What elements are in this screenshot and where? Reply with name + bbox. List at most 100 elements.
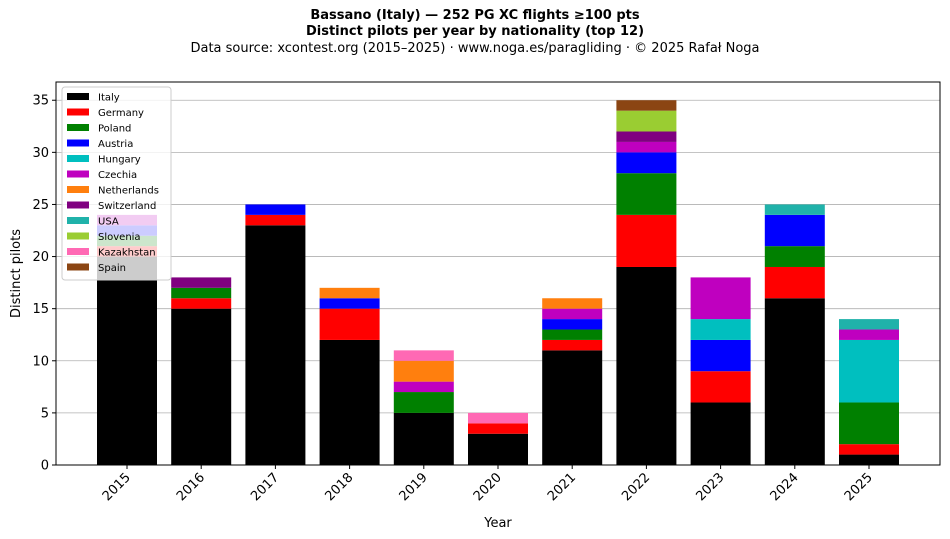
legend-box [61,86,172,281]
x-axis: 2015 2016 2017 2018 2019 2020 2021 2022 2023 2024… [100,465,876,504]
y-tick-label: 20 [32,250,49,265]
y-axis-label: Distinct pilots [9,229,24,318]
x-tick-label: 2021 [545,470,579,504]
x-tick-label: 2023 [693,470,727,504]
legend-swatch [67,124,89,131]
bar-segment [542,339,603,351]
bar-segment [764,298,825,465]
legend-swatch [67,217,89,224]
x-tick-label: 2022 [619,470,653,504]
bar-segment [616,214,677,267]
bar-segment [171,287,232,299]
bar-segment [393,412,454,465]
legend-swatch [67,139,89,147]
bar-segment [542,350,603,465]
x-tick-label: 2016 [174,470,208,504]
bar-segment [839,339,899,403]
bar-segment [839,329,899,340]
legend-label: Kazakhstan [98,248,156,259]
bar-segment [245,214,306,226]
bar-segment [839,402,899,445]
bar-segment [468,423,528,434]
chart-subtitle: Distinct pilots per year by nationality … [305,24,645,39]
legend-swatch [67,263,89,271]
bar-segment [319,298,380,309]
chart-titles: Bassano (Italy) — 252 PG XC flights ≥100… [0,8,950,57]
y-tick-label: 10 [32,354,49,369]
bar-segment [319,287,380,299]
bar-segment [542,329,603,340]
bar-segment [616,131,677,142]
bar-segment [542,308,603,320]
bar-segment [839,454,899,465]
bar-segment [393,350,454,361]
chart-source: Data source: xcontest.org (2015–2025) · … [190,41,760,56]
bar-segment [616,100,677,111]
legend-swatch [67,186,89,193]
bar-segment [690,339,751,372]
legend-label: Hungary [98,155,141,166]
legend-label: Italy [98,93,120,104]
y-tick-label: 35 [32,94,49,109]
bar-segment [839,444,899,455]
legend-swatch [67,248,89,255]
legend-swatch [67,155,89,162]
bar-segment [616,266,677,465]
legend-label: Switzerland [98,201,156,212]
bar-segment [690,319,751,340]
bars-layer [97,100,899,465]
legend-label: USA [98,217,119,228]
bar-segment [764,214,825,247]
x-tick-label: 2018 [322,470,356,504]
bar-segment [616,173,677,215]
legend-swatch [67,201,89,209]
y-tick-label: 30 [32,146,49,161]
legend: Italy Germany Poland Austria Hungary Czechia N… [61,86,172,281]
bar-segment [171,277,232,288]
bar-segment [616,152,677,174]
x-tick-label: 2020 [471,470,505,504]
bar-segment [468,433,528,465]
legend-label: Czechia [98,170,137,181]
y-tick-label: 25 [32,198,49,213]
bar-segment [764,246,825,267]
legend-label: Poland [98,124,131,135]
legend-label: Slovenia [98,232,141,243]
bar-segment [245,204,306,215]
bar-segment [690,402,751,465]
legend-swatch [67,170,89,178]
legend-label: Austria [98,139,133,150]
bar-segment [245,225,306,465]
bar-segment [393,392,454,413]
x-tick-label: 2015 [100,470,134,504]
bar-segment [616,141,677,153]
y-axis: 0 5 10 15 20 25 30 35 [32,94,56,474]
bar-segment [542,298,603,309]
legend-swatch [67,93,89,100]
bar-segment [690,371,751,403]
chart-title: Bassano (Italy) — 252 PG XC flights ≥100… [310,8,640,23]
legend-label: Netherlands [98,186,159,197]
legend-swatch [67,232,89,240]
bar-segment [97,256,157,465]
y-tick-label: 5 [41,406,49,421]
legend-label: Spain [98,263,126,274]
bar-segment [690,277,751,320]
bar-segment [393,381,454,393]
x-tick-label: 2017 [248,470,282,504]
bar-segment [393,360,454,382]
legend-label: Germany [98,108,144,119]
bar-segment [616,110,677,132]
bar-segment [171,308,232,465]
bar-segment [319,308,380,340]
y-tick-label: 15 [32,302,49,317]
x-tick-label: 2025 [842,470,876,504]
bar-segment [171,298,232,309]
bar-segment [839,319,899,330]
x-tick-label: 2024 [768,470,802,504]
bar-segment [468,412,528,424]
bar-segment [764,266,825,299]
legend-swatch [67,108,89,116]
bar-segment [542,319,603,330]
